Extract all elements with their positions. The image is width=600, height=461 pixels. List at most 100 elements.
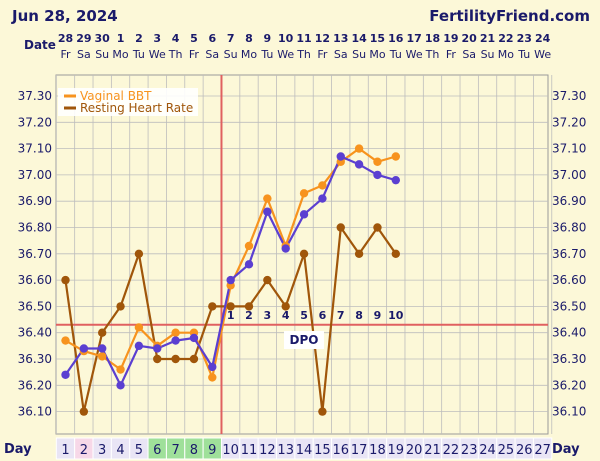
date-number: 10 <box>278 32 294 45</box>
y-tick-label-right: 36.80 <box>552 221 586 235</box>
weekday-label: We <box>277 48 294 61</box>
cycle-day-number: 26 <box>516 443 533 458</box>
cycle-day-number: 22 <box>443 443 460 458</box>
weekday-label: Fr <box>189 48 200 61</box>
dpo-number: 1 <box>227 309 235 322</box>
y-tick-label-right: 37.20 <box>552 115 586 129</box>
weekday-label: Fr <box>60 48 71 61</box>
data-point-rhr <box>281 302 290 311</box>
data-point-fitted <box>171 336 180 345</box>
data-point-fitted <box>116 381 125 390</box>
data-point-bbt <box>318 181 327 190</box>
chart-date: Jun 28, 2024 <box>11 7 118 25</box>
y-tick-label-right: 37.00 <box>552 168 586 182</box>
data-point-fitted <box>391 175 400 185</box>
weekday-label: Mo <box>241 48 257 61</box>
date-number: 21 <box>480 32 495 45</box>
data-point-bbt <box>171 328 180 337</box>
weekday-label: Su <box>224 48 238 61</box>
legend: Vaginal BBT Resting Heart Rate <box>58 88 198 116</box>
y-tick-label-left: 36.20 <box>18 378 52 392</box>
data-point-fitted <box>226 275 235 285</box>
weekday-label: Tu <box>260 48 273 61</box>
data-point-fitted <box>318 194 327 203</box>
weekday-label: Su <box>481 48 495 61</box>
date-number: 5 <box>190 32 198 45</box>
data-point-rhr <box>79 407 89 416</box>
data-point-fitted <box>98 344 107 353</box>
y-tick-label-right: 36.40 <box>552 326 586 340</box>
data-point-rhr <box>171 354 180 364</box>
weekday-label: Tu <box>389 48 402 61</box>
legend-label-rhr: Resting Heart Rate <box>80 101 193 115</box>
dpo-number: 4 <box>282 309 290 322</box>
cycle-day-number: 17 <box>351 443 368 458</box>
cycle-day-number: 4 <box>116 443 124 458</box>
y-tick-label-left: 37.30 <box>18 89 52 103</box>
dpo-number: 9 <box>374 309 382 322</box>
date-number: 18 <box>425 32 440 45</box>
data-point-rhr <box>373 223 382 232</box>
weekday-label: Th <box>425 48 440 61</box>
date-number: 17 <box>406 32 421 45</box>
date-number: 12 <box>315 32 330 45</box>
data-point-rhr <box>226 302 235 311</box>
cycle-day-number: 1 <box>61 443 69 458</box>
data-point-fitted <box>244 260 254 269</box>
dpo-number: 7 <box>337 309 345 322</box>
date-number: 8 <box>245 32 253 45</box>
y-tick-label-left: 36.80 <box>18 221 52 235</box>
cycle-day-number: 8 <box>190 443 198 458</box>
cycle-day-number: 13 <box>277 443 294 458</box>
data-point-rhr <box>244 302 254 311</box>
weekday-label: Sa <box>334 48 348 61</box>
data-point-bbt <box>373 157 382 166</box>
y-tick-label-right: 36.10 <box>552 405 586 419</box>
data-point-bbt <box>208 373 217 382</box>
weekday-label: We <box>534 48 551 61</box>
data-point-fitted <box>263 207 272 216</box>
data-point-rhr <box>61 275 70 285</box>
weekday-label: We <box>149 48 166 61</box>
y-tick-label-left: 36.30 <box>18 352 52 366</box>
weekday-label: Mo <box>112 48 128 61</box>
weekday-label: Th <box>296 48 311 61</box>
cycle-day-number: 2 <box>80 443 88 458</box>
cycle-day-number: 19 <box>388 443 405 458</box>
cycle-day-number: 15 <box>314 443 331 458</box>
cycle-day-number: 10 <box>222 443 239 458</box>
weekday-label: We <box>406 48 423 61</box>
data-point-fitted <box>354 160 364 169</box>
dpo-number: 8 <box>355 309 363 322</box>
data-point-fitted <box>79 344 89 353</box>
cycle-day-bar: 1 2 3 4 5 6 7 8 9 10 11 12 13 14 15 16 17 18 19 20 21 22 23 24 2… <box>55 437 553 460</box>
weekday-label: Tu <box>517 48 530 61</box>
data-point-bbt <box>98 352 107 361</box>
weekday-label: Tu <box>132 48 145 61</box>
date-number: 24 <box>535 32 551 45</box>
data-point-fitted <box>281 244 290 253</box>
calendar-weekdays: Fr Sa Su Mo Tu We Th Fr Sa Su Mo Tu We Th Fr Sa Su Mo Tu We… <box>60 48 551 61</box>
dpo-number: 10 <box>388 309 404 322</box>
data-point-rhr <box>318 407 327 416</box>
y-tick-label-left: 36.50 <box>18 299 52 313</box>
data-point-fitted <box>336 152 345 161</box>
y-axis-left: 37.30 37.20 37.10 37.00 36.90 36.80 36.70 36.60… <box>18 89 52 419</box>
dpo-numbers: 1 2 3 4 5 6 7 8 9 10 <box>227 309 404 322</box>
y-tick-label-left: 36.70 <box>18 247 52 261</box>
cycle-day-cell <box>532 437 553 460</box>
calendar-dates: 28 29 30 1 2 3 4 5 6 7 8 9 10 11 12 13 14 15 16 17 18 19 20 21 2… <box>58 32 551 45</box>
cycle-day-number: 24 <box>479 443 496 458</box>
y-tick-label-left: 36.10 <box>18 405 52 419</box>
weekday-label: Su <box>352 48 366 61</box>
weekday-label: Mo <box>369 48 385 61</box>
data-point-fitted <box>153 344 162 353</box>
day-row-label-right: Day <box>552 442 580 457</box>
dpo-number: 5 <box>300 309 308 322</box>
data-point-rhr <box>354 249 364 258</box>
cycle-day-number: 27 <box>534 443 551 458</box>
data-point-rhr <box>336 223 345 232</box>
y-tick-label-left: 36.40 <box>18 326 52 340</box>
weekday-label: Sa <box>77 48 91 61</box>
